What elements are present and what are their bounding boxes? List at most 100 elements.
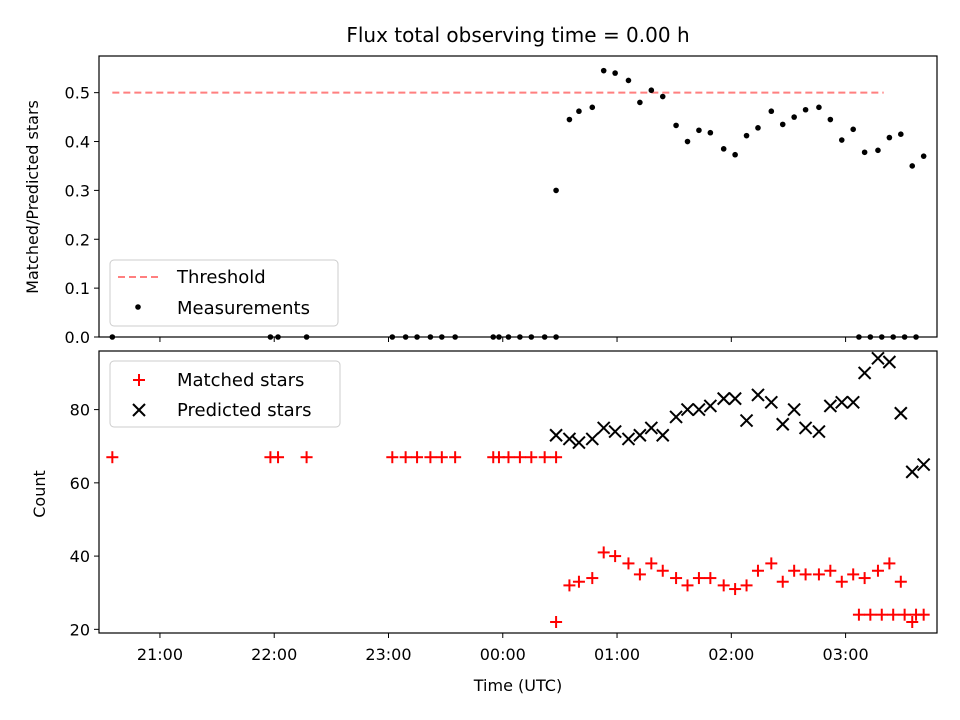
bottom-plot-area [106, 351, 931, 629]
predicted-star-point [776, 417, 790, 431]
matched-star-point [883, 557, 896, 570]
matched-star-point [633, 568, 646, 581]
matched-star-point [525, 451, 538, 464]
measurement-point [576, 108, 582, 115]
top-y-tick-label: 0.0 [65, 328, 90, 347]
measurement-point [625, 77, 632, 84]
matched-star-point [692, 572, 705, 585]
x-axis-label: Time (UTC) [473, 676, 562, 695]
legend-predicted-label: Predicted stars [177, 400, 311, 421]
matched-star-point [858, 572, 871, 585]
measurement-point [612, 70, 618, 76]
measurement-point [648, 87, 655, 94]
matched-star-point [847, 568, 860, 581]
measurement-point [755, 125, 761, 131]
bottom-y-axis-label: Count [30, 470, 49, 518]
chart-title: Flux total observing time = 0.00 h [346, 23, 689, 47]
measurement-point [743, 132, 750, 139]
measurement-point [920, 153, 927, 159]
measurement-point [838, 137, 845, 143]
measurement-point [566, 116, 573, 123]
top-legend-box [109, 259, 339, 327]
matched-star-point [717, 579, 730, 592]
measurement-point [696, 127, 702, 134]
predicted-star-point [728, 391, 742, 406]
measurement-point [886, 134, 893, 141]
predicted-star-point [916, 457, 931, 472]
matched-star-point [586, 572, 599, 585]
matched-star-point [449, 451, 462, 464]
predicted-star-point [739, 413, 754, 428]
measurement-point [909, 163, 916, 169]
predicted-star-point [798, 421, 813, 435]
matched-star-point [563, 579, 576, 592]
bottom-y-axis: 20 40 60 80 [70, 401, 99, 639]
matched-star-point [788, 564, 801, 577]
predicted-star-point [572, 435, 586, 450]
measurement-point [600, 67, 607, 74]
bottom-legend: Matched stars Predicted stars [109, 360, 341, 428]
matched-star-point [550, 616, 563, 629]
x-tick-label: 00:00 [480, 645, 526, 664]
legend-matched-swatch [133, 374, 145, 386]
matched-star-point [622, 557, 635, 570]
matched-star-point [765, 557, 778, 570]
top-y-tick-label: 0.2 [65, 230, 90, 249]
measurement-point [637, 99, 643, 106]
measurement-point [898, 131, 904, 137]
matched-star-point [681, 579, 694, 592]
measurement-point [720, 146, 727, 152]
predicted-star-point [787, 402, 801, 417]
matched-star-point [645, 557, 658, 570]
matched-star-point [597, 546, 610, 559]
predicted-star-point [835, 395, 849, 409]
matched-star-point [272, 451, 285, 464]
matched-star-point [435, 451, 448, 464]
measurement-point [673, 122, 679, 129]
matched-star-point [875, 608, 888, 621]
measurement-point [802, 106, 809, 113]
predicted-star-point [669, 410, 683, 424]
matched-star-point [835, 575, 848, 588]
top-y-axis-label: Matched/Predicted stars [23, 100, 42, 294]
legend-predicted-swatch [132, 403, 146, 417]
matched-star-point [910, 608, 923, 621]
matched-star-point [538, 451, 551, 464]
predicted-star-point [764, 395, 779, 409]
matched-star-point [704, 572, 717, 585]
matched-star-point [799, 568, 812, 581]
top-y-tick-label: 0.3 [65, 181, 90, 200]
legend-measurements-swatch [135, 304, 141, 310]
matched-star-point [550, 451, 563, 464]
matched-star-point [871, 564, 884, 577]
matched-star-point [812, 568, 825, 581]
matched-star-point [906, 616, 919, 629]
measurement-point [659, 93, 666, 100]
predicted-star-point [549, 428, 563, 442]
x-tick-label: 22:00 [251, 645, 297, 664]
predicted-star-point [656, 428, 670, 442]
bottom-y-tick-label: 80 [70, 401, 90, 420]
matched-star-point [424, 451, 437, 464]
predicted-star-point [562, 432, 577, 446]
matched-star-point [898, 608, 911, 621]
predicted-star-point [680, 402, 695, 417]
matched-star-point [386, 451, 399, 464]
measurement-point [791, 114, 797, 120]
measurement-point [861, 149, 868, 156]
predicted-star-point [716, 391, 731, 406]
measurement-point [779, 121, 786, 128]
matched-star-point [572, 575, 585, 588]
top-legend: Threshold Measurements [109, 259, 339, 327]
measurement-point [768, 108, 775, 115]
x-tick-label: 02:00 [708, 645, 754, 664]
bottom-y-tick-label: 20 [70, 620, 90, 639]
predicted-star-point [621, 432, 636, 446]
top-y-axis: 0.0 0.1 0.2 0.3 0.4 0.5 [65, 84, 99, 347]
bottom-legend-box [109, 360, 341, 428]
matched-star-point [864, 608, 877, 621]
matched-star-point [609, 550, 622, 563]
predicted-star-point [882, 355, 897, 369]
bottom-panel: 20 40 60 80 21:00 22:00 23:00 00:00 01:00 02:00 0… [30, 350, 938, 695]
matched-star-point [776, 575, 789, 588]
